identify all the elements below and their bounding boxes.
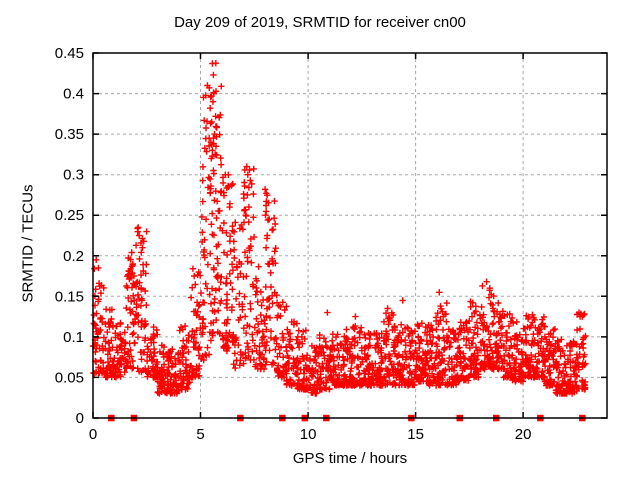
x-tick-label: 15	[407, 426, 424, 443]
tick-labels: 0 5 10 15 20 0 0.05 0.1 0.15 0.2 0.25 0.3 0.35 0.4 0.4…	[55, 45, 532, 443]
y-tick-label: 0.25	[55, 207, 84, 224]
y-tick-label: 0.3	[63, 167, 84, 184]
x-tick-label: 20	[515, 426, 532, 443]
x-axis-label: GPS time / hours	[292, 450, 408, 467]
y-tick-label: 0.35	[55, 126, 84, 143]
x-tick-label: 0	[89, 426, 97, 443]
y-tick-label: 0.15	[55, 288, 84, 305]
y-tick-label: 0.4	[63, 86, 84, 103]
scatter-points	[89, 60, 589, 397]
x-tick-label: 5	[196, 426, 204, 443]
y-tick-label: 0.2	[63, 248, 84, 265]
y-tick-label: 0	[76, 410, 84, 427]
y-tick-label: 0.05	[55, 369, 84, 386]
plot-border-and-ticks	[92, 52, 608, 419]
x-tick-label: 10	[300, 426, 317, 443]
y-tick-label: 0.45	[55, 45, 84, 62]
y-tick-label: 0.1	[63, 329, 84, 346]
chart-title: Day 209 of 2019, SRMTID for receiver cn0…	[174, 14, 466, 31]
gridlines	[93, 53, 607, 418]
y-axis-label: SRMTID / TECUs	[19, 184, 37, 303]
